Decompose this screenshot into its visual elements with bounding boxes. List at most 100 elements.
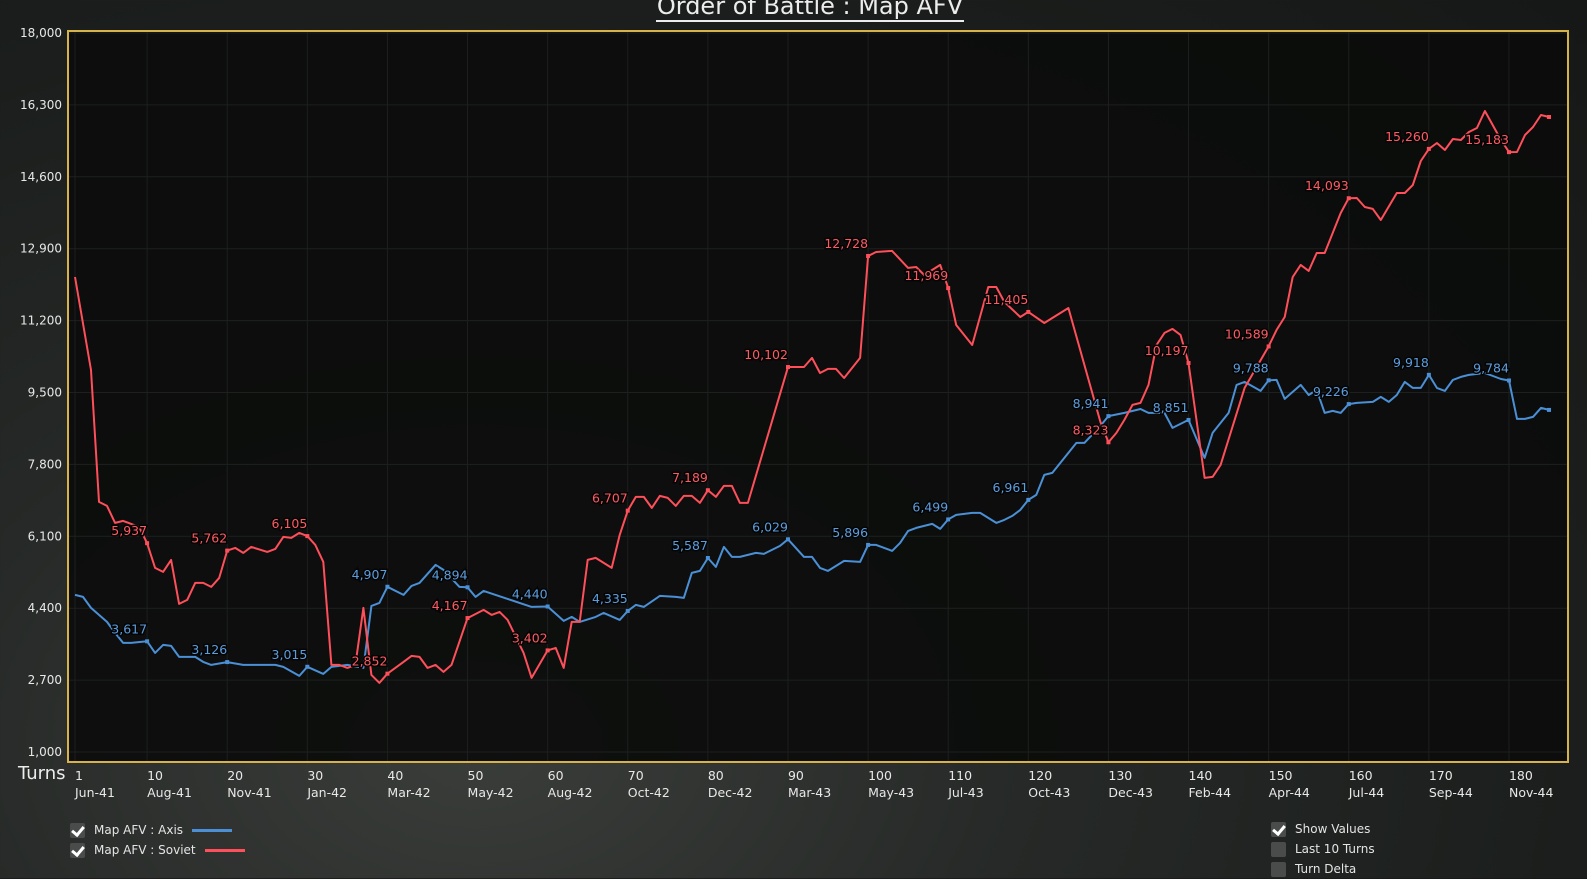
axis-value-label: 9,226 [1313, 384, 1349, 399]
x-tick-turn: 60 [548, 768, 564, 783]
x-tick-date: Jul-44 [1348, 785, 1385, 800]
axis-point-marker [465, 585, 470, 590]
axis-value-label: 4,335 [592, 591, 628, 606]
option-show-values[interactable]: Show Values [1271, 819, 1375, 839]
soviet-value-label: 11,405 [985, 292, 1029, 307]
soviet-value-label: 6,105 [272, 516, 308, 531]
soviet-point-marker [946, 286, 951, 291]
legend-item-soviet[interactable]: Map AFV : Soviet [70, 840, 245, 860]
axis-point-marker [545, 604, 550, 609]
series-legend: Map AFV : Axis Map AFV : Soviet [70, 820, 245, 860]
soviet-value-label: 14,093 [1305, 178, 1349, 193]
option-last-10-turns[interactable]: Last 10 Turns [1271, 839, 1375, 859]
x-tick-date: Oct-42 [628, 785, 670, 800]
y-axis: 18,000 16,300 14,600 12,900 11,200 9,500 7,800… [20, 26, 62, 759]
x-tick-date: Mar-42 [387, 785, 430, 800]
series-lines [74, 110, 1552, 684]
legend-label-axis: Map AFV : Axis [94, 823, 184, 837]
y-tick-label: 7,800 [28, 457, 62, 471]
soviet-value-label: 7,189 [672, 470, 708, 485]
soviet-value-label: 4,167 [432, 598, 468, 613]
soviet-point-marker [625, 508, 630, 513]
x-axis: 1 Jun-41 10 Aug-41 20 Nov-41 30 Jan-42 40 Mar-42 5… [74, 768, 1553, 800]
soviet-point-marker [1266, 344, 1271, 349]
axis-value-label: 6,029 [752, 519, 788, 534]
x-tick-date: May-42 [468, 785, 514, 800]
x-tick-turn: 170 [1429, 768, 1453, 783]
axis-point-marker [1506, 378, 1511, 383]
last-10-turns-checkbox[interactable] [1271, 841, 1286, 857]
x-tick-date: Dec-43 [1108, 785, 1153, 800]
chart-title-text: Order of Battle : Map AFV [655, 0, 965, 22]
x-tick-date: May-43 [868, 785, 914, 800]
value-labels: 3,617 3,126 3,015 4,907 4,894 4,440 4,335 5,587… [110, 127, 1511, 670]
soviet-color-swatch [204, 848, 245, 852]
x-axis-title: Turns [18, 763, 66, 784]
axis-value-label: 8,851 [1153, 400, 1189, 415]
soviet-point-marker [1346, 196, 1351, 201]
y-tick-label: 2,700 [28, 673, 62, 687]
axis-value-label: 3,126 [191, 642, 227, 657]
x-tick-turn: 160 [1349, 768, 1373, 783]
show-values-checkbox[interactable] [1271, 821, 1286, 837]
soviet-point-marker [1186, 361, 1191, 366]
soviet-value-label: 15,260 [1385, 129, 1429, 144]
x-tick-date: Nov-44 [1509, 785, 1554, 800]
soviet-point-marker [1026, 309, 1031, 314]
x-tick-date: Nov-41 [227, 785, 271, 800]
soviet-value-label: 10,197 [1145, 343, 1189, 358]
y-tick-label: 14,600 [20, 170, 62, 184]
legend-item-axis[interactable]: Map AFV : Axis [70, 820, 245, 840]
axis-value-label: 3,015 [272, 647, 308, 662]
soviet-value-label: 3,402 [512, 630, 548, 645]
x-tick-turn: 100 [868, 768, 892, 783]
x-tick-turn: 120 [1028, 768, 1052, 783]
x-tick-turn: 10 [147, 768, 163, 783]
y-tick-label: 18,000 [20, 26, 62, 40]
soviet-value-label: 12,728 [824, 236, 868, 251]
x-tick-turn: 150 [1269, 768, 1293, 783]
y-tick-label: 11,200 [20, 314, 62, 328]
x-tick-turn: 20 [227, 768, 243, 783]
soviet-point-marker [866, 253, 871, 258]
x-tick-turn: 50 [468, 768, 484, 783]
axis-point-marker [1106, 414, 1111, 419]
chart-title: Order of Battle : Map AFV [0, 0, 1587, 22]
soviet-point-marker [145, 541, 150, 546]
soviet-series-line [74, 110, 1550, 684]
x-tick-date: Aug-41 [147, 785, 192, 800]
x-tick-date: Mar-43 [788, 785, 831, 800]
x-tick-date: Jun-41 [74, 785, 115, 800]
soviet-series-checkbox[interactable] [70, 842, 85, 858]
axis-value-label: 8,941 [1073, 396, 1109, 411]
grid-lines [69, 32, 1567, 761]
axis-point-marker [145, 639, 150, 644]
turn-delta-checkbox[interactable] [1271, 861, 1286, 877]
y-tick-label: 6,100 [28, 529, 62, 543]
axis-series-checkbox[interactable] [70, 822, 85, 838]
x-tick-turn: 90 [788, 768, 804, 783]
soviet-end-marker [1547, 114, 1552, 119]
axis-point-marker [625, 608, 630, 613]
soviet-value-label: 2,852 [352, 654, 388, 669]
axis-point-marker [785, 537, 790, 542]
axis-end-marker [1547, 407, 1552, 412]
soviet-point-marker [225, 548, 230, 553]
axis-point-marker [305, 664, 310, 669]
axis-value-label: 4,894 [432, 567, 468, 582]
soviet-point-marker [1106, 440, 1111, 445]
x-tick-date: Sep-44 [1429, 785, 1473, 800]
soviet-value-label: 15,183 [1465, 132, 1509, 147]
axis-point-marker [705, 555, 710, 560]
axis-value-label: 9,918 [1393, 355, 1429, 370]
axis-value-label: 9,788 [1233, 360, 1269, 375]
soviet-value-label: 8,323 [1073, 422, 1109, 437]
axis-point-marker [866, 542, 871, 547]
axis-point-marker [385, 584, 390, 589]
x-tick-turn: 1 [75, 768, 83, 783]
x-tick-turn: 110 [948, 768, 972, 783]
axis-point-marker [1026, 497, 1031, 502]
y-tick-label: 4,400 [28, 601, 62, 615]
option-turn-delta[interactable]: Turn Delta [1271, 859, 1375, 879]
